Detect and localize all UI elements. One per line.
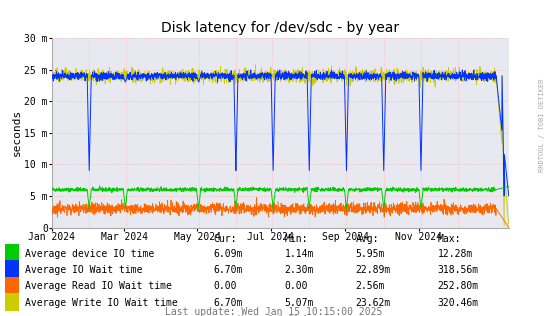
Text: Average IO Wait time: Average IO Wait time — [25, 265, 142, 275]
Bar — [5, 260, 19, 278]
Text: Munin 2.0.33-1: Munin 2.0.33-1 — [238, 315, 309, 316]
Text: 0.00: 0.00 — [213, 282, 237, 291]
Text: 6.70m: 6.70m — [213, 298, 243, 308]
Bar — [5, 244, 19, 262]
Text: 318.56m: 318.56m — [438, 265, 479, 275]
Text: 6.09m: 6.09m — [213, 249, 243, 258]
Title: Disk latency for /dev/sdc - by year: Disk latency for /dev/sdc - by year — [161, 21, 399, 35]
Text: 2.30m: 2.30m — [284, 265, 314, 275]
Text: Average device IO time: Average device IO time — [25, 249, 154, 258]
Text: Min:: Min: — [284, 234, 308, 244]
Text: Max:: Max: — [438, 234, 461, 244]
Text: 252.80m: 252.80m — [438, 282, 479, 291]
Text: Avg:: Avg: — [356, 234, 379, 244]
Text: 12.28m: 12.28m — [438, 249, 473, 258]
Text: 23.62m: 23.62m — [356, 298, 391, 308]
Text: RRDTOOL / TOBI OETIKER: RRDTOOL / TOBI OETIKER — [539, 79, 545, 173]
Text: 5.95m: 5.95m — [356, 249, 385, 258]
Text: 0.00: 0.00 — [284, 282, 308, 291]
Text: Last update: Wed Jan 15 10:15:00 2025: Last update: Wed Jan 15 10:15:00 2025 — [165, 307, 382, 316]
Y-axis label: seconds: seconds — [11, 109, 21, 156]
Text: 2.56m: 2.56m — [356, 282, 385, 291]
Text: 320.46m: 320.46m — [438, 298, 479, 308]
Text: Cur:: Cur: — [213, 234, 237, 244]
Text: Average Read IO Wait time: Average Read IO Wait time — [25, 282, 172, 291]
Text: 1.14m: 1.14m — [284, 249, 314, 258]
Bar — [5, 276, 19, 295]
Text: Average Write IO Wait time: Average Write IO Wait time — [25, 298, 177, 308]
Text: 6.70m: 6.70m — [213, 265, 243, 275]
Text: 5.07m: 5.07m — [284, 298, 314, 308]
Text: 22.89m: 22.89m — [356, 265, 391, 275]
Bar — [5, 293, 19, 311]
